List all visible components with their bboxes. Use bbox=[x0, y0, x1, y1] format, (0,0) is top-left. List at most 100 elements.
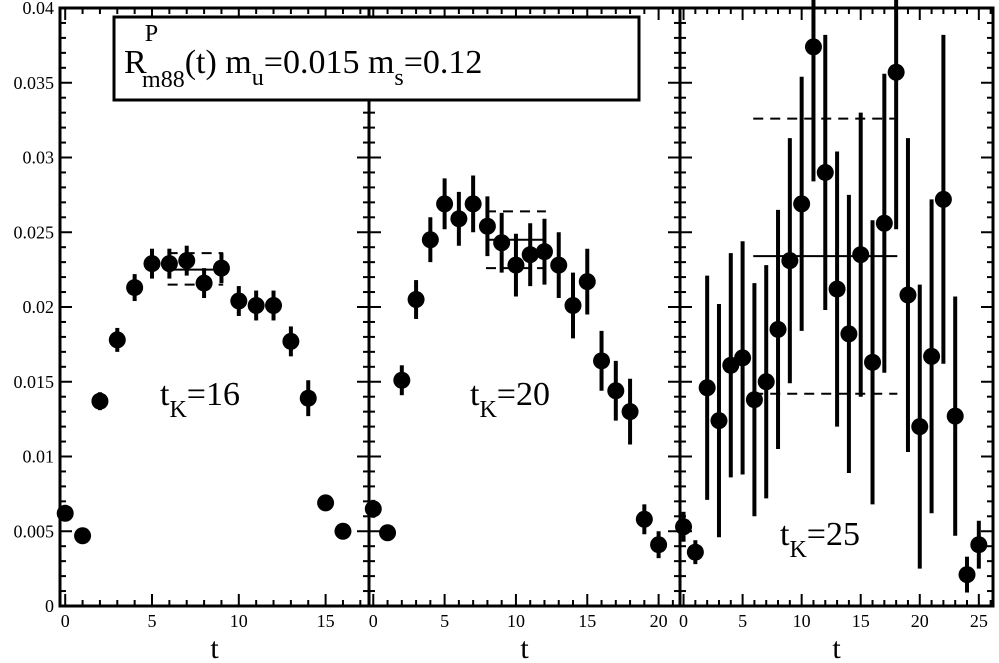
x-axis-title: t bbox=[210, 632, 219, 663]
tk-annotation: tK=25 bbox=[780, 516, 860, 563]
tk-annotation-subscript: K bbox=[169, 397, 187, 423]
data-point bbox=[364, 500, 382, 518]
data-point bbox=[564, 297, 582, 315]
tk-annotation: tK=20 bbox=[470, 376, 550, 423]
data-point bbox=[230, 292, 248, 310]
data-point bbox=[535, 243, 553, 261]
y-tick-label: 0.03 bbox=[23, 148, 55, 168]
title-superscript: P bbox=[145, 21, 158, 47]
data-point bbox=[757, 373, 775, 391]
data-point bbox=[493, 234, 511, 252]
data-point bbox=[143, 255, 161, 273]
x-tick-label: 15 bbox=[852, 611, 870, 631]
data-point bbox=[379, 524, 397, 542]
data-point bbox=[745, 391, 763, 409]
data-point bbox=[781, 252, 799, 270]
x-tick-label: 10 bbox=[793, 611, 811, 631]
data-point bbox=[299, 389, 317, 407]
title-mu-value: =0.015 m bbox=[264, 44, 395, 81]
y-tick-label: 0.01 bbox=[23, 447, 55, 467]
data-point bbox=[108, 331, 126, 349]
data-point bbox=[864, 353, 882, 371]
data-point bbox=[178, 252, 196, 270]
data-point bbox=[675, 518, 693, 536]
data-point bbox=[212, 259, 230, 277]
title-symbol: R bbox=[124, 44, 147, 81]
x-tick-label: 20 bbox=[911, 611, 929, 631]
data-point bbox=[710, 412, 728, 430]
data-point bbox=[607, 382, 625, 400]
data-point bbox=[887, 63, 905, 81]
data-point bbox=[958, 566, 976, 584]
title-subscript: m88 bbox=[142, 67, 185, 93]
x-tick-label: 10 bbox=[507, 611, 525, 631]
title-box-frame bbox=[112, 15, 641, 102]
y-tick-label: 0.035 bbox=[14, 73, 55, 93]
data-point bbox=[74, 527, 92, 545]
data-point bbox=[970, 536, 988, 554]
data-point bbox=[793, 195, 811, 213]
tk-annotation-symbol: t bbox=[780, 516, 790, 553]
data-point bbox=[195, 274, 213, 292]
data-point bbox=[828, 280, 846, 298]
data-point bbox=[265, 297, 283, 315]
title-ms-value: =0.12 bbox=[404, 44, 483, 81]
y-tick-label: 0.025 bbox=[14, 222, 55, 242]
x-tick-label: 15 bbox=[317, 611, 335, 631]
x-tick-label: 25 bbox=[970, 611, 988, 631]
data-point bbox=[160, 255, 178, 273]
title-mu-subscript: u bbox=[252, 65, 264, 91]
x-tick-label: 20 bbox=[650, 611, 668, 631]
data-point bbox=[734, 349, 752, 367]
tk-annotation: tK=16 bbox=[160, 376, 240, 423]
tk-annotation-subscript: K bbox=[479, 397, 497, 423]
x-tick-label: 10 bbox=[230, 611, 248, 631]
data-point bbox=[550, 256, 568, 274]
data-point bbox=[593, 352, 611, 370]
data-point bbox=[478, 217, 496, 235]
data-point bbox=[698, 379, 716, 397]
chart-title: RP m88(t) mu=0.015 ms=0.12 bbox=[124, 21, 482, 93]
data-point bbox=[507, 256, 525, 274]
data-point bbox=[91, 392, 109, 410]
data-point bbox=[247, 297, 265, 315]
x-tick-label: 0 bbox=[369, 611, 378, 631]
data-point bbox=[946, 407, 964, 425]
x-tick-label: 5 bbox=[148, 611, 157, 631]
data-point bbox=[650, 536, 668, 554]
data-point bbox=[436, 195, 454, 213]
data-point bbox=[852, 246, 870, 264]
data-point bbox=[56, 504, 74, 522]
data-point bbox=[816, 163, 834, 181]
data-point bbox=[407, 291, 425, 309]
data-point bbox=[923, 347, 941, 365]
data-point bbox=[769, 320, 787, 338]
data-point bbox=[126, 279, 144, 297]
data-point bbox=[911, 418, 929, 436]
data-point bbox=[464, 195, 482, 213]
x-tick-label: 15 bbox=[578, 611, 596, 631]
data-point bbox=[899, 286, 917, 304]
data-point bbox=[521, 246, 539, 264]
x-tick-label: 0 bbox=[61, 611, 70, 631]
data-point bbox=[317, 494, 335, 512]
title-box: RP m88(t) mu=0.015 ms=0.12 bbox=[112, 15, 641, 102]
x-axis-title: t bbox=[520, 632, 529, 663]
data-point bbox=[282, 332, 300, 350]
data-point bbox=[934, 190, 952, 208]
title-ms-subscript: s bbox=[394, 65, 403, 91]
data-point bbox=[450, 210, 468, 228]
data-point bbox=[334, 522, 352, 540]
data-point bbox=[621, 403, 639, 421]
y-tick-label: 0.015 bbox=[14, 372, 55, 392]
tk-annotation-subscript: K bbox=[789, 537, 807, 563]
data-point bbox=[804, 38, 822, 56]
data-point bbox=[635, 510, 653, 528]
data-point bbox=[578, 273, 596, 291]
y-tick-label: 0.04 bbox=[23, 0, 55, 18]
x-tick-label: 0 bbox=[679, 611, 688, 631]
x-axis-title: t bbox=[832, 632, 841, 663]
